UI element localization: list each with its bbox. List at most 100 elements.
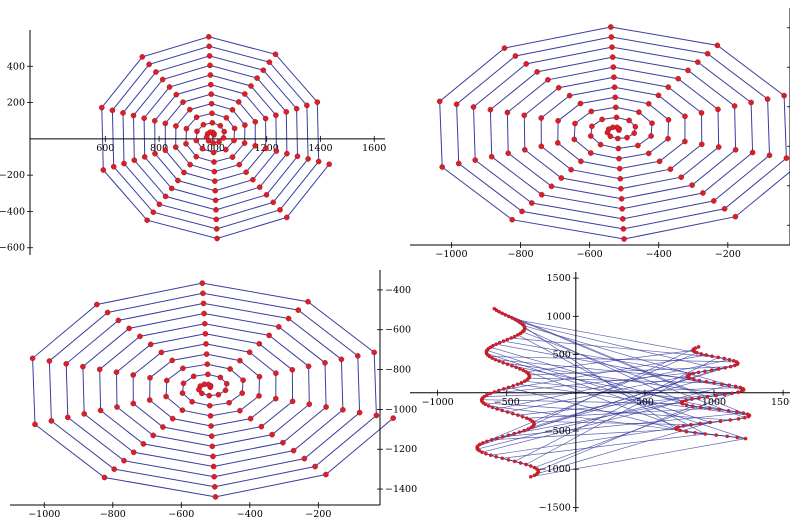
data-point — [173, 123, 179, 129]
data-point — [210, 140, 216, 146]
data-point — [272, 395, 279, 402]
data-point — [140, 441, 147, 447]
data-point — [217, 374, 224, 381]
data-point — [703, 432, 708, 436]
data-point — [289, 398, 296, 405]
data-point — [208, 91, 214, 97]
connecting-line — [503, 362, 725, 395]
y-tick-label: −600 — [0, 243, 25, 254]
data-point — [518, 461, 523, 465]
data-point — [371, 349, 378, 356]
data-point — [509, 336, 514, 340]
data-point — [497, 340, 502, 345]
data-point — [137, 333, 143, 340]
data-point — [315, 158, 322, 165]
data-point — [146, 61, 152, 68]
data-point — [231, 137, 237, 144]
x-tick-label: −600 — [168, 509, 194, 519]
data-point — [718, 419, 723, 424]
connecting-line — [496, 343, 744, 391]
data-point — [488, 391, 493, 396]
data-point — [237, 407, 243, 414]
connecting-line — [514, 357, 719, 462]
data-point — [558, 175, 565, 181]
connecting-line — [534, 389, 744, 468]
data-point — [207, 81, 214, 88]
data-point — [766, 152, 773, 159]
data-point — [676, 425, 681, 429]
data-point — [728, 418, 733, 422]
data-point — [588, 108, 595, 115]
data-point — [538, 191, 545, 198]
data-point — [113, 369, 120, 376]
data-point — [217, 122, 224, 129]
data-point — [208, 423, 214, 429]
data-point — [597, 141, 604, 148]
connecting-line — [526, 350, 694, 373]
data-point — [263, 191, 270, 198]
y-tick-label: 1000 — [547, 311, 571, 322]
data-point — [248, 83, 254, 89]
data-point — [46, 358, 53, 364]
data-point — [211, 168, 218, 175]
data-point — [199, 280, 206, 286]
data-point — [512, 431, 517, 436]
data-point — [500, 408, 505, 413]
data-point — [305, 298, 311, 305]
data-point — [528, 464, 533, 468]
connecting-line — [528, 377, 715, 384]
data-point — [615, 135, 621, 142]
data-point — [436, 98, 443, 105]
data-point — [485, 439, 489, 444]
data-point — [645, 101, 652, 107]
data-point — [186, 106, 193, 113]
data-point — [494, 454, 499, 459]
data-point — [209, 110, 215, 117]
x-tick-label: −400 — [646, 249, 672, 260]
connecting-line — [501, 312, 744, 414]
data-point — [710, 368, 714, 372]
data-point — [236, 161, 243, 168]
data-point — [682, 138, 688, 145]
data-point — [725, 434, 730, 439]
data-point — [608, 24, 614, 30]
connecting-line — [531, 363, 738, 428]
y-tick-label: −1200 — [385, 444, 417, 455]
data-point — [714, 433, 719, 437]
data-point — [545, 77, 551, 83]
data-point — [183, 125, 190, 132]
data-point — [715, 144, 722, 150]
data-point — [256, 373, 263, 380]
data-point — [691, 371, 696, 376]
data-point — [620, 226, 627, 232]
connecting-line — [486, 350, 711, 423]
data-point — [589, 123, 595, 130]
data-point — [210, 149, 217, 156]
data-point — [150, 209, 157, 215]
data-point — [94, 301, 100, 308]
data-point — [501, 339, 506, 343]
data-point — [656, 158, 663, 165]
data-point — [104, 309, 111, 316]
data-point — [290, 447, 297, 454]
y-tick-label: −200 — [0, 170, 25, 181]
data-point — [210, 463, 217, 470]
data-point — [723, 365, 728, 370]
data-point — [748, 99, 754, 106]
y-tick-label: −1000 — [539, 464, 571, 475]
connecting-line — [502, 412, 744, 438]
data-point — [521, 368, 526, 373]
data-point — [258, 423, 265, 430]
y-tick-label: 400 — [7, 61, 25, 72]
data-point — [707, 406, 712, 411]
data-point — [548, 183, 555, 190]
data-point — [708, 420, 713, 425]
data-point — [301, 455, 308, 462]
data-point — [511, 383, 516, 388]
data-point — [213, 226, 220, 232]
data-point — [239, 390, 245, 396]
data-point — [519, 380, 524, 385]
data-point — [732, 213, 739, 220]
data-point — [745, 412, 750, 417]
data-point — [613, 114, 620, 121]
